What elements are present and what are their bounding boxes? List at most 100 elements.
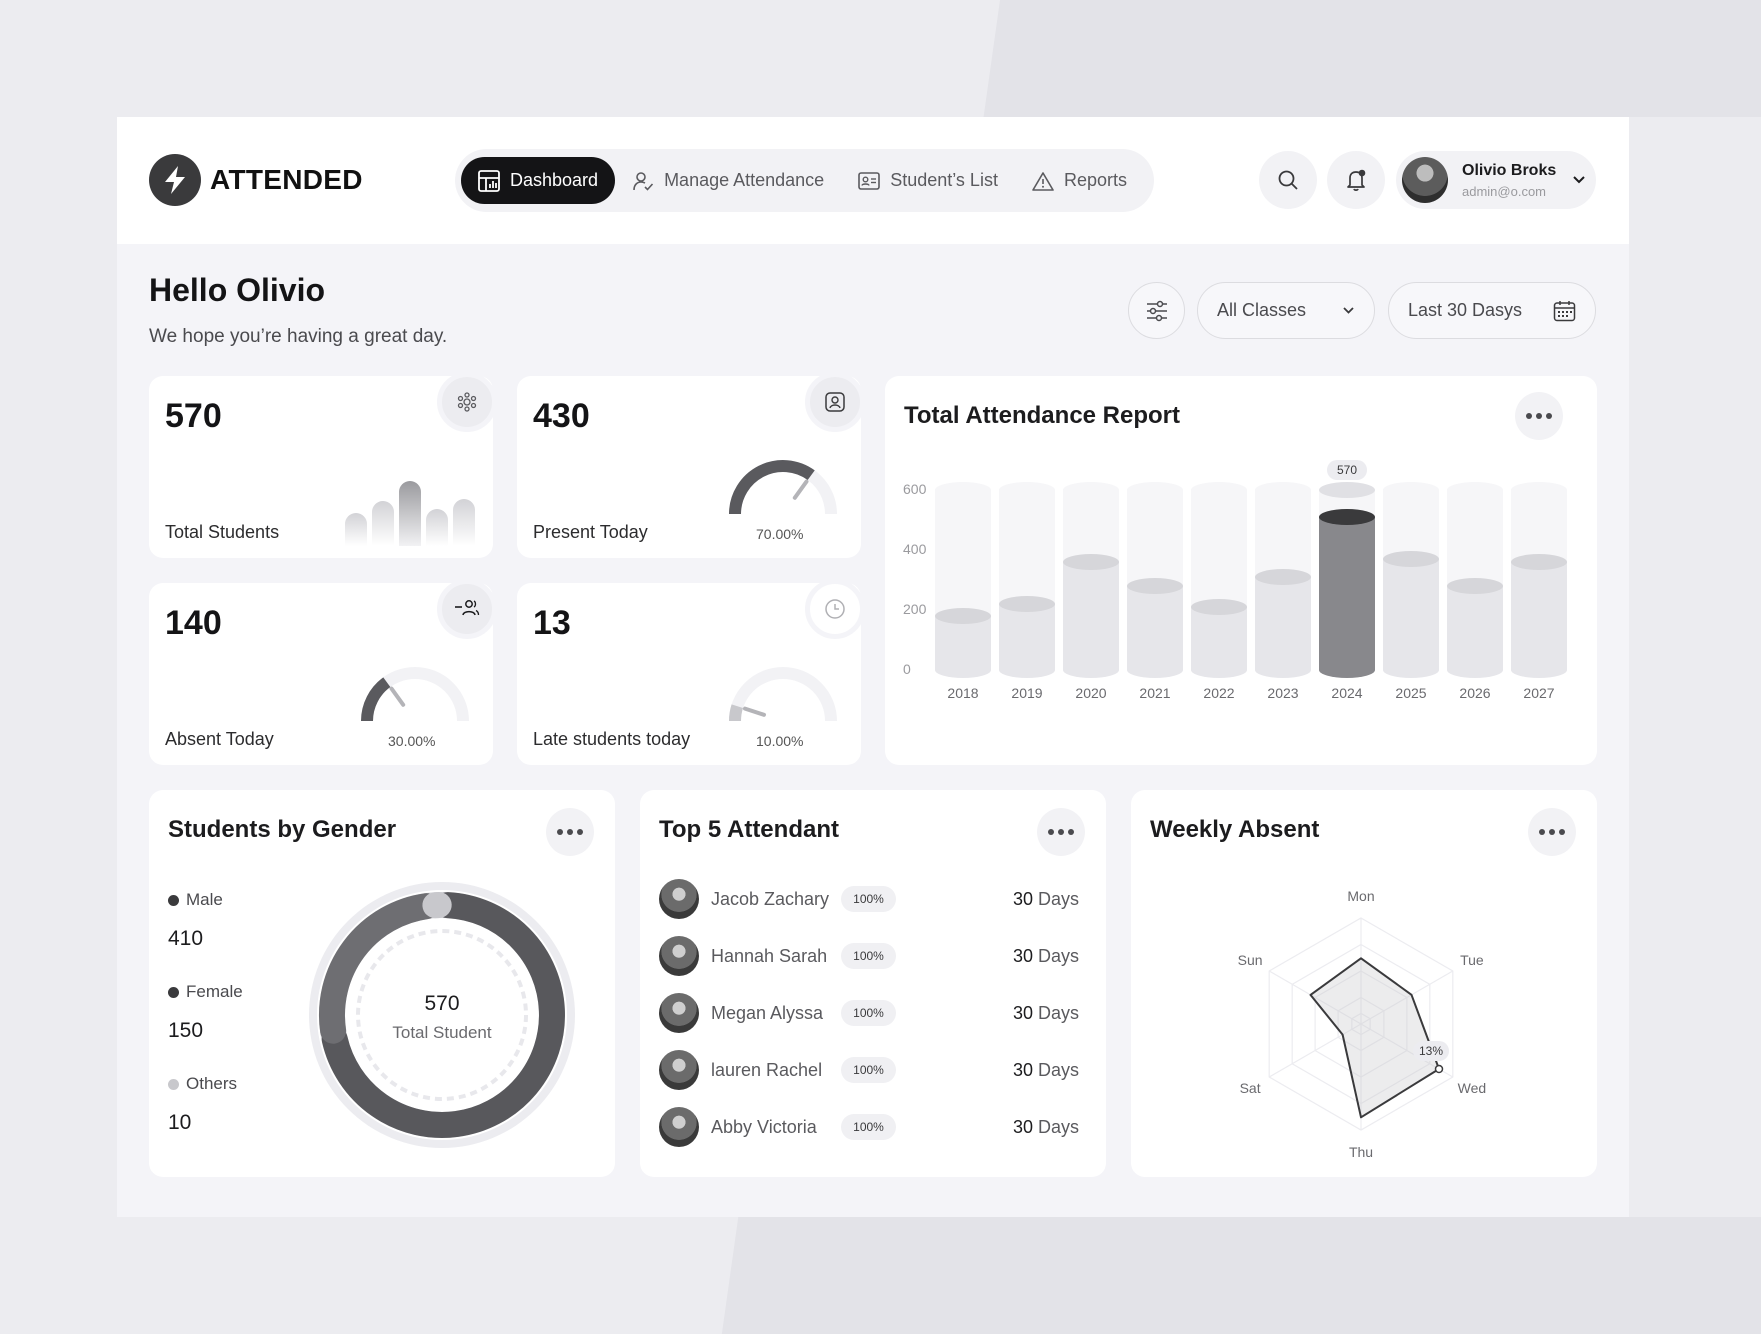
date-range-select[interactable]: Last 30 Dasys xyxy=(1388,282,1596,339)
id-card-icon xyxy=(858,171,881,190)
app-window: ATTENDED Dashboard Manage Attendance Stu… xyxy=(117,117,1629,1217)
radar-series xyxy=(1309,957,1440,1119)
more-options-button[interactable] xyxy=(546,808,594,856)
bar xyxy=(1383,559,1439,670)
more-options-button[interactable] xyxy=(1528,808,1576,856)
bar-track-cap xyxy=(935,482,991,498)
nav-manage-attendance[interactable]: Manage Attendance xyxy=(615,157,841,204)
gauge-fill xyxy=(361,677,391,722)
bar-bottom xyxy=(935,662,991,678)
attendance-days: 30 Days xyxy=(1013,1117,1079,1138)
bar-group xyxy=(1383,482,1439,678)
donut-segment xyxy=(318,893,440,1044)
list-item[interactable]: Hannah Sarah 100% 30 Days xyxy=(659,935,1079,977)
bar-group xyxy=(999,482,1055,678)
greeting: Hello Olivio We hope you’re having a gre… xyxy=(149,272,447,348)
avatar xyxy=(659,879,699,919)
highlight-label: 570 xyxy=(1337,463,1357,477)
stat-label: Absent Today xyxy=(165,729,274,749)
absent-gauge xyxy=(361,667,469,722)
filter-button[interactable] xyxy=(1128,282,1185,339)
absent-today-card: 140 Absent Today 30.00% xyxy=(149,579,497,765)
x-tick-label: 2023 xyxy=(1267,685,1298,701)
more-options-button[interactable] xyxy=(1037,808,1085,856)
bar-bottom xyxy=(1255,662,1311,678)
donut-center-label: Total Student xyxy=(392,1023,492,1042)
more-options-button[interactable] xyxy=(1515,392,1563,440)
user-profile-menu[interactable]: Olivio Broks admin@o.com xyxy=(1396,151,1596,209)
user-minus-icon xyxy=(437,579,497,639)
nav-reports[interactable]: Reports xyxy=(1015,157,1144,204)
attendance-days: 30 Days xyxy=(1013,889,1079,910)
notifications-button[interactable] xyxy=(1327,151,1385,209)
bar-cap xyxy=(1319,509,1375,525)
stat-label: Present Today xyxy=(533,522,648,542)
dot-icon xyxy=(1068,829,1074,835)
stat-value: 13 xyxy=(533,604,571,642)
bar-bottom xyxy=(999,662,1055,678)
avatar xyxy=(659,993,699,1033)
legend-label: Male xyxy=(186,890,223,909)
radar-axis-label: Sun xyxy=(1238,952,1263,968)
logo[interactable]: ATTENDED xyxy=(149,154,363,206)
attendance-report-card: Total Attendance Report 0 200 400 600 2018 20… xyxy=(885,376,1597,765)
attendance-badge: 100% xyxy=(841,886,896,912)
legend-dot xyxy=(168,1078,179,1090)
days-unit: Days xyxy=(1037,1002,1079,1023)
bar-group xyxy=(1447,482,1503,678)
bar-group xyxy=(1063,482,1119,678)
nav-dashboard[interactable]: Dashboard xyxy=(461,157,616,204)
list-item[interactable]: Abby Victoria 100% 30 Days xyxy=(659,1106,1079,1148)
class-select-value: All Classes xyxy=(1217,300,1307,320)
bar-bottom xyxy=(1511,662,1567,678)
days-unit: Days xyxy=(1037,1116,1079,1137)
radar-callout-badge xyxy=(1413,1041,1449,1061)
late-students-card: 13 Late students today 10.00% xyxy=(517,579,865,765)
dashboard-icon xyxy=(478,169,500,192)
bar-cap xyxy=(1447,578,1503,594)
radar-callout-label: 13% xyxy=(1419,1044,1443,1058)
days-unit: Days xyxy=(1037,1059,1079,1080)
attendance-days: 30 Days xyxy=(1013,1060,1079,1081)
days-count: 30 xyxy=(1012,1059,1033,1080)
search-button[interactable] xyxy=(1259,151,1317,209)
stat-value: 570 xyxy=(165,397,222,435)
bar-cap xyxy=(935,608,991,624)
user-badge-icon xyxy=(805,372,865,432)
attendant-name: Hannah Sarah xyxy=(711,945,828,966)
bar-group xyxy=(1319,482,1375,678)
list-item[interactable]: Jacob Zachary 100% 30 Days xyxy=(659,878,1079,920)
nav-students-list[interactable]: Student’s List xyxy=(841,157,1015,204)
date-range-value: Last 30 Dasys xyxy=(1408,300,1523,320)
nav-label: Manage Attendance xyxy=(664,170,825,190)
bar xyxy=(1511,562,1567,670)
legend-label: Female xyxy=(186,982,243,1001)
class-select[interactable]: All Classes xyxy=(1197,282,1375,339)
students-by-gender-card: Students by Gender Male 410 Female 150 O… xyxy=(149,790,615,1177)
dot-icon xyxy=(1058,829,1064,835)
list-item[interactable]: Megan Alyssa 100% 30 Days xyxy=(659,992,1079,1034)
gender-donut-chart[interactable]: 570 Total Student xyxy=(307,880,577,1150)
list-item[interactable]: lauren Rachel 100% 30 Days xyxy=(659,1049,1079,1091)
dot-icon xyxy=(577,829,583,835)
user-check-icon xyxy=(633,171,654,191)
bar-cap xyxy=(1191,599,1247,615)
days-unit: Days xyxy=(1037,888,1079,909)
calendar-icon xyxy=(1553,300,1576,321)
gauge-track xyxy=(729,667,837,722)
bar-group xyxy=(1511,482,1567,678)
y-tick-label: 0 xyxy=(903,661,911,677)
main-nav: Dashboard Manage Attendance Student’s Li… xyxy=(455,149,1154,212)
attendance-bar-chart[interactable]: 0 200 400 600 2018 2019 2020 2021 2022 2023 2024 57… xyxy=(885,456,1597,756)
legend-value: 410 xyxy=(168,927,204,950)
gauge-fill xyxy=(728,704,744,722)
weekly-radar-chart[interactable]: Mon Tue Wed Thu Sat Sun 13% xyxy=(1191,878,1537,1168)
chevron-down-icon xyxy=(1573,176,1585,184)
x-tick-label: 2027 xyxy=(1523,685,1554,701)
radar-axis-label: Mon xyxy=(1347,888,1374,904)
donut-segment xyxy=(321,892,565,1138)
donut-center-value: 570 xyxy=(424,992,459,1015)
bar-cap xyxy=(1063,554,1119,570)
gauge-percent: 70.00% xyxy=(756,526,804,542)
late-gauge xyxy=(728,667,837,722)
